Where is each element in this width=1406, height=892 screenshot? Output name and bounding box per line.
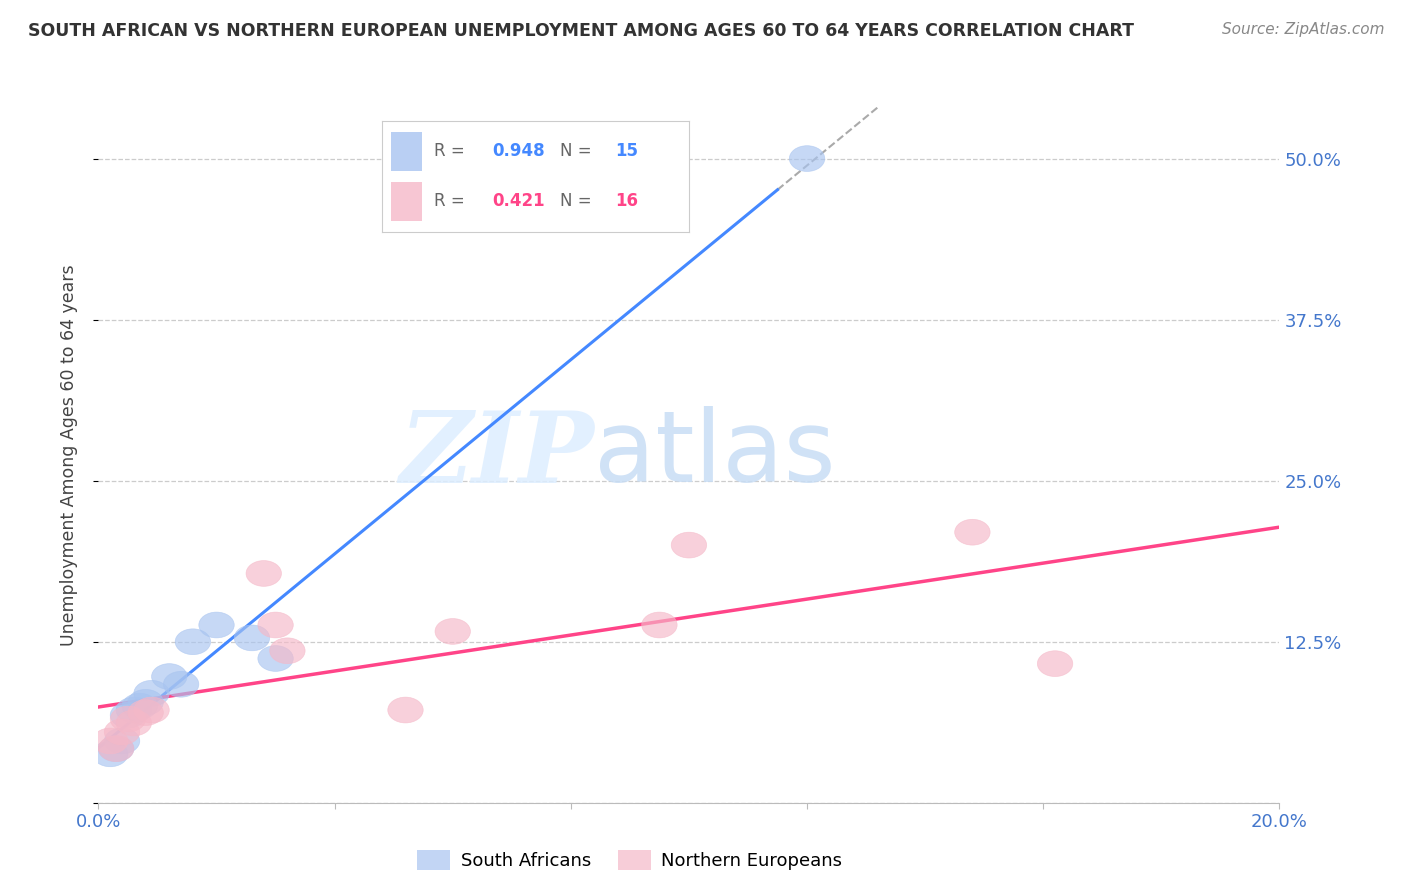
Ellipse shape bbox=[955, 519, 990, 545]
Ellipse shape bbox=[117, 698, 152, 723]
Ellipse shape bbox=[128, 690, 163, 715]
Ellipse shape bbox=[104, 719, 139, 745]
Ellipse shape bbox=[246, 560, 281, 586]
Ellipse shape bbox=[104, 728, 139, 754]
Ellipse shape bbox=[134, 681, 169, 706]
Ellipse shape bbox=[257, 612, 294, 638]
Ellipse shape bbox=[110, 706, 146, 732]
Ellipse shape bbox=[176, 629, 211, 655]
Text: Source: ZipAtlas.com: Source: ZipAtlas.com bbox=[1222, 22, 1385, 37]
Ellipse shape bbox=[257, 646, 294, 672]
Ellipse shape bbox=[128, 699, 163, 725]
Ellipse shape bbox=[434, 618, 471, 644]
Ellipse shape bbox=[134, 698, 169, 723]
Ellipse shape bbox=[110, 702, 146, 728]
Ellipse shape bbox=[93, 728, 128, 754]
Y-axis label: Unemployment Among Ages 60 to 64 years: Unemployment Among Ages 60 to 64 years bbox=[59, 264, 77, 646]
Text: SOUTH AFRICAN VS NORTHERN EUROPEAN UNEMPLOYMENT AMONG AGES 60 TO 64 YEARS CORREL: SOUTH AFRICAN VS NORTHERN EUROPEAN UNEMP… bbox=[28, 22, 1135, 40]
Ellipse shape bbox=[671, 533, 707, 558]
Legend: South Africans, Northern Europeans: South Africans, Northern Europeans bbox=[411, 843, 849, 877]
Ellipse shape bbox=[198, 612, 235, 638]
Ellipse shape bbox=[641, 612, 678, 638]
Text: ZIP: ZIP bbox=[399, 407, 595, 503]
Ellipse shape bbox=[388, 698, 423, 723]
Ellipse shape bbox=[98, 736, 134, 762]
Ellipse shape bbox=[163, 672, 198, 698]
Ellipse shape bbox=[152, 664, 187, 690]
Ellipse shape bbox=[270, 638, 305, 664]
Ellipse shape bbox=[1038, 651, 1073, 676]
Ellipse shape bbox=[117, 710, 152, 736]
Ellipse shape bbox=[98, 736, 134, 762]
Ellipse shape bbox=[122, 693, 157, 719]
Ellipse shape bbox=[93, 741, 128, 767]
Text: atlas: atlas bbox=[595, 407, 837, 503]
Ellipse shape bbox=[235, 625, 270, 651]
Ellipse shape bbox=[789, 145, 825, 171]
